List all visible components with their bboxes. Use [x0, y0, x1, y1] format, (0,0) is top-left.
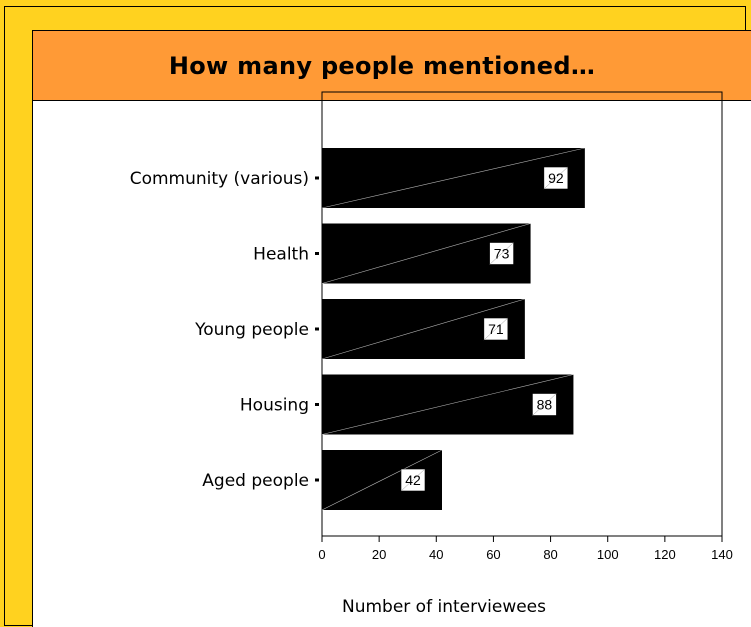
category-label: Health [253, 245, 309, 265]
bar-diagonal [321, 298, 525, 360]
bar-diagonal [321, 374, 574, 435]
x-tick-label: 0 [318, 547, 325, 562]
data-label-diagonal [489, 242, 514, 265]
category-label: Community (various) [130, 169, 309, 189]
x-tick-label: 80 [543, 547, 557, 562]
x-tick-label: 20 [372, 547, 386, 562]
data-label-diagonal [532, 393, 557, 416]
category-tick [315, 252, 319, 255]
data-label: 92 [548, 170, 564, 186]
x-tick-label: 40 [429, 547, 443, 562]
x-ticks-group: 0 20 40 60 80 100 120 140 [318, 536, 733, 562]
category-tick [315, 478, 319, 482]
category-label: Young people [194, 320, 309, 340]
page-title: How many people mentioned… [168, 51, 596, 80]
category-tick [315, 176, 319, 180]
data-label: 71 [488, 321, 504, 337]
category-tick [315, 403, 319, 406]
x-tick-label: 140 [711, 547, 733, 562]
category-label: Housing [240, 396, 309, 416]
bars-group: 92 73 71 88 42 [321, 147, 585, 511]
title-bar: How many people mentioned… [33, 31, 751, 101]
data-label: 42 [405, 472, 421, 488]
x-axis-label: Number of interviewees [342, 597, 546, 617]
category-label: Aged people [202, 471, 309, 491]
data-label: 73 [494, 246, 510, 262]
x-tick-label: 100 [597, 547, 619, 562]
data-label-diagonal [483, 317, 509, 341]
bar-diagonal [321, 147, 585, 209]
category-tick [315, 327, 319, 331]
bar-diagonal [321, 223, 531, 284]
data-label-diagonal [543, 166, 569, 190]
data-label-diagonal [400, 468, 426, 492]
bar-diagonal [321, 449, 443, 511]
x-tick-label: 60 [486, 547, 500, 562]
data-label: 88 [537, 397, 553, 413]
category-labels-group: Community (various) Health Young people Hou… [130, 169, 319, 491]
x-tick-label: 120 [654, 547, 676, 562]
